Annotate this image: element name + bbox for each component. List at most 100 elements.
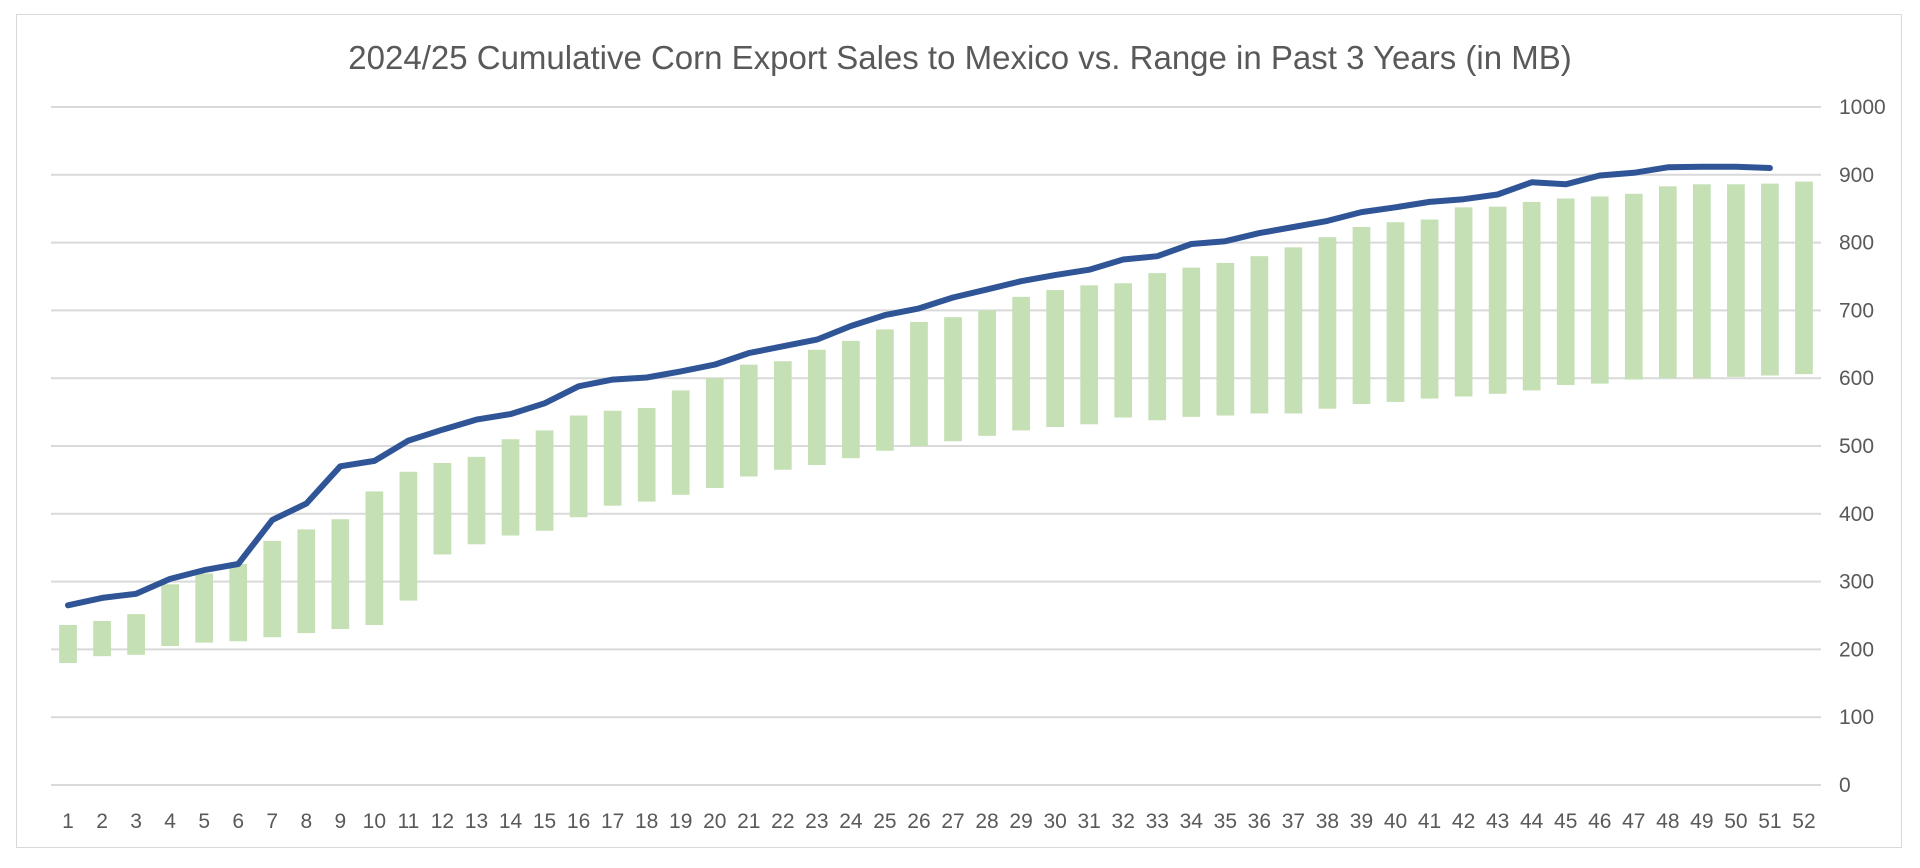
range-bar	[773, 361, 792, 470]
x-tick-label: 22	[771, 810, 794, 833]
range-bar	[808, 349, 826, 465]
y-tick-label: 100	[1839, 706, 1874, 729]
y-tick-label: 600	[1839, 367, 1874, 390]
x-tick-label: 19	[669, 810, 692, 833]
range-bar	[1012, 296, 1030, 431]
x-tick-label: 1	[62, 810, 74, 833]
x-tick-label: 34	[1180, 810, 1204, 833]
range-bar	[1624, 193, 1643, 380]
range-bar	[1454, 207, 1473, 397]
range-bar	[1352, 227, 1371, 404]
range-bars	[59, 181, 1813, 663]
gridlines	[51, 106, 1821, 786]
x-axis-ticks: 1 2 3 4 5 6 7 8 9 10 11 12 13 14 15 16 17 18 19 20 21 22 23 24 2…	[62, 810, 1815, 833]
range-bar	[1556, 198, 1575, 385]
x-tick-label: 14	[499, 810, 523, 833]
range-bar	[1318, 237, 1337, 409]
x-tick-label: 18	[635, 810, 658, 833]
x-tick-label: 28	[975, 810, 998, 833]
range-bar	[671, 390, 690, 495]
range-bar	[978, 310, 996, 436]
y-axis-ticks: 0 100 200 300 400 500 600 700 800 900 1000	[1839, 96, 1886, 797]
x-tick-label: 16	[567, 810, 590, 833]
x-tick-label: 49	[1690, 810, 1713, 833]
range-bar	[1795, 181, 1813, 375]
x-tick-label: 30	[1043, 810, 1066, 833]
x-tick-label: 8	[300, 810, 312, 833]
x-tick-label: 29	[1009, 810, 1032, 833]
chart-title: 2024/25 Cumulative Corn Export Sales to …	[348, 39, 1572, 76]
range-bar	[161, 584, 179, 647]
x-tick-label: 33	[1146, 810, 1169, 833]
x-tick-label: 47	[1622, 810, 1645, 833]
x-tick-label: 5	[198, 810, 210, 833]
x-tick-label: 45	[1554, 810, 1577, 833]
y-tick-label: 200	[1839, 638, 1874, 661]
range-bar	[944, 317, 962, 442]
x-tick-label: 31	[1077, 810, 1100, 833]
x-tick-label: 52	[1792, 810, 1815, 833]
x-tick-label: 36	[1248, 810, 1271, 833]
range-bar	[535, 430, 554, 531]
range-bar	[1658, 186, 1677, 379]
x-tick-label: 26	[907, 810, 930, 833]
range-bar	[705, 378, 724, 489]
x-tick-label: 4	[164, 810, 176, 833]
x-tick-label: 51	[1758, 810, 1781, 833]
range-bar	[297, 529, 316, 634]
range-bar	[365, 491, 384, 625]
y-tick-label: 300	[1839, 571, 1874, 594]
range-bar	[331, 519, 350, 630]
x-tick-label: 12	[431, 810, 454, 833]
x-tick-label: 21	[737, 810, 760, 833]
x-tick-label: 15	[533, 810, 556, 833]
x-tick-label: 3	[130, 810, 142, 833]
x-tick-label: 20	[703, 810, 726, 833]
range-bar	[229, 563, 248, 642]
x-tick-label: 6	[232, 810, 244, 833]
range-bar	[1488, 206, 1507, 394]
y-tick-label: 1000	[1839, 96, 1886, 119]
range-bar	[467, 456, 486, 545]
x-tick-label: 42	[1452, 810, 1475, 833]
range-bar	[1216, 262, 1235, 416]
range-bar	[876, 329, 894, 451]
range-bar	[637, 408, 656, 502]
range-bar	[127, 614, 145, 655]
x-tick-label: 50	[1724, 810, 1747, 833]
range-bar	[1727, 184, 1745, 377]
y-tick-label: 700	[1839, 299, 1874, 322]
range-bar	[1386, 222, 1405, 402]
range-bar	[1693, 184, 1711, 379]
range-bar	[1046, 290, 1064, 428]
x-tick-label: 7	[266, 810, 278, 833]
range-bar	[1182, 267, 1201, 417]
range-bar	[1080, 285, 1099, 425]
y-tick-label: 800	[1839, 232, 1874, 255]
range-bar	[59, 624, 77, 663]
x-tick-label: 27	[941, 810, 964, 833]
x-tick-label: 11	[397, 810, 419, 833]
range-bar	[263, 540, 282, 638]
chart-frame: 2024/25 Cumulative Corn Export Sales to …	[16, 14, 1902, 848]
range-bar	[1284, 247, 1303, 414]
x-tick-label: 40	[1384, 810, 1407, 833]
series-lines	[65, 163, 1773, 609]
x-tick-label: 37	[1282, 810, 1305, 833]
x-tick-label: 24	[839, 810, 863, 833]
x-tick-label: 23	[805, 810, 828, 833]
x-tick-label: 38	[1316, 810, 1339, 833]
x-tick-label: 9	[334, 810, 346, 833]
x-tick-label: 17	[601, 810, 624, 833]
range-bar	[1522, 201, 1541, 391]
range-bar	[910, 321, 928, 446]
range-bar	[195, 573, 214, 643]
x-tick-label: 32	[1112, 810, 1135, 833]
range-bar	[1114, 283, 1133, 418]
y-tick-label: 900	[1839, 164, 1874, 187]
range-bar	[1148, 273, 1167, 421]
range-bar	[433, 462, 452, 555]
x-tick-label: 2	[96, 810, 108, 833]
range-bar	[739, 364, 758, 477]
